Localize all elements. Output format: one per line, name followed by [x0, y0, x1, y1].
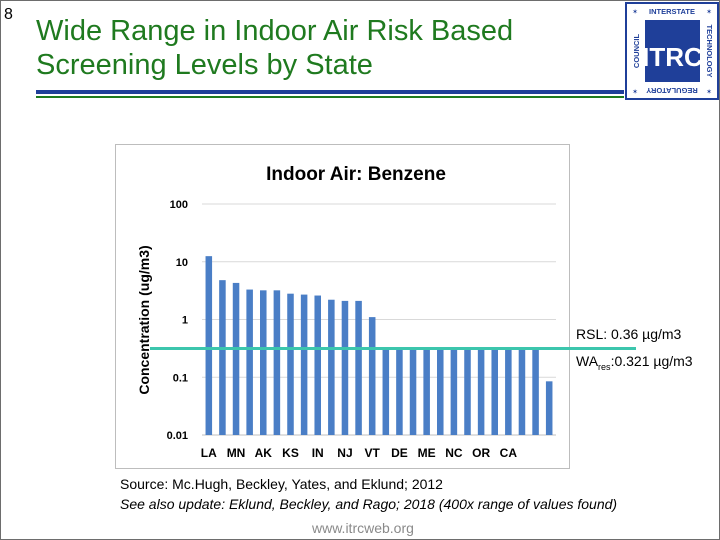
chart-x-tick-label: DE [391, 446, 408, 460]
wa-res-value: :0.321 µg/m3 [610, 353, 693, 369]
chart-bar [518, 348, 526, 435]
slide-title-line2: Screening Levels by State [36, 49, 373, 81]
logo-main-text: ITRC [642, 42, 703, 72]
chart-x-tick-label: OR [472, 446, 490, 460]
rsl-annotation: RSL: 0.36 µg/m3 [576, 326, 682, 342]
wa-res-subscript: res [598, 361, 611, 372]
chart-x-tick-label: CA [500, 446, 518, 460]
logo-right-text: TECHNOLOGY [705, 25, 714, 78]
chart-bar [545, 381, 553, 435]
title-rule-green [36, 96, 624, 98]
chart-bar [450, 348, 458, 435]
logo-bottom-text: REGULATORY [646, 86, 698, 95]
chart-x-tick-label: LA [201, 446, 217, 460]
chart-bar [423, 348, 430, 435]
chart-bar [300, 294, 308, 435]
chart-x-tick-label: KS [282, 446, 299, 460]
chart-bar [287, 293, 294, 435]
chart-bar [477, 348, 485, 435]
chart-y-tick-label: 0.1 [173, 372, 188, 384]
chart-bar [491, 348, 498, 435]
chart-title: Indoor Air: Benzene [266, 164, 446, 185]
logo-top-text: INTERSTATE [649, 7, 695, 16]
chart-y-tick-label: 1 [182, 315, 188, 327]
chart-bar [368, 317, 376, 435]
logo-frame [625, 2, 719, 100]
chart-y-tick-label: 0.01 [167, 430, 188, 442]
logo-left-text: COUNCIL [632, 34, 641, 69]
chart-bar [205, 256, 213, 435]
chart-bar [505, 348, 512, 435]
chart-bar [532, 348, 539, 435]
chart-x-tick-label: MN [227, 446, 246, 460]
chart-x-tick-label: NJ [337, 446, 352, 460]
slide-title-line1: Wide Range in Indoor Air Risk Based [36, 15, 514, 47]
wa-res-annotation: WAres:0.321 µg/m3 [576, 353, 693, 372]
chart-x-tick-label: VT [365, 446, 381, 460]
chart-bar [341, 300, 349, 435]
chart-bar [314, 295, 321, 435]
logo-star-icon: ✶ [632, 8, 638, 16]
slide-number: 8 [4, 6, 13, 23]
title-rule-blue [36, 90, 624, 94]
chart-panel: 100 10 1 0.1 0.01 LA MN AK KS IN NJ VT DE ME NC OR CA I… [115, 144, 570, 469]
chart-bar [232, 282, 240, 435]
chart-bar [396, 348, 403, 435]
chart-bar [355, 300, 362, 435]
update-citation: See also update: Eklund, Beckley, and Ra… [120, 496, 618, 512]
benzene-bar-chart: 100 10 1 0.1 0.01 LA MN AK KS IN NJ VT DE ME NC OR CA I… [136, 164, 556, 460]
itrc-logo: ITRC INTERSTATE REGULATORY COUNCIL TECHN… [625, 2, 719, 100]
chart-bar [328, 299, 335, 435]
logo-star-icon: ✶ [706, 88, 712, 96]
chart-x-tick-label: ME [418, 446, 436, 460]
wa-res-prefix: WA [576, 353, 599, 369]
website-url: www.itrcweb.org [312, 520, 414, 536]
chart-bar [273, 290, 281, 435]
chart-bar [409, 348, 417, 435]
source-citation: Source: Mc.Hugh, Beckley, Yates, and Ekl… [120, 476, 443, 492]
logo-star-icon: ✶ [706, 8, 712, 16]
chart-y-axis-label: Concentration (ug/m3) [136, 245, 152, 394]
chart-y-tick-label: 100 [170, 199, 188, 211]
chart-bar [246, 289, 253, 435]
rsl-reference-line [150, 347, 636, 350]
chart-y-tick-label: 10 [176, 257, 188, 269]
logo-star-icon: ✶ [632, 88, 638, 96]
chart-bar [260, 290, 267, 435]
chart-x-tick-label: AK [255, 446, 273, 460]
chart-bar [464, 348, 471, 435]
chart-bar [219, 280, 226, 435]
chart-x-tick-label: IN [312, 446, 324, 460]
logo-center-block [645, 20, 700, 82]
chart-x-tick-label: NC [445, 446, 463, 460]
chart-bar [382, 348, 390, 435]
chart-bar [437, 348, 444, 435]
slide-title: Wide Range in Indoor Air Risk Based Scre… [36, 14, 616, 82]
